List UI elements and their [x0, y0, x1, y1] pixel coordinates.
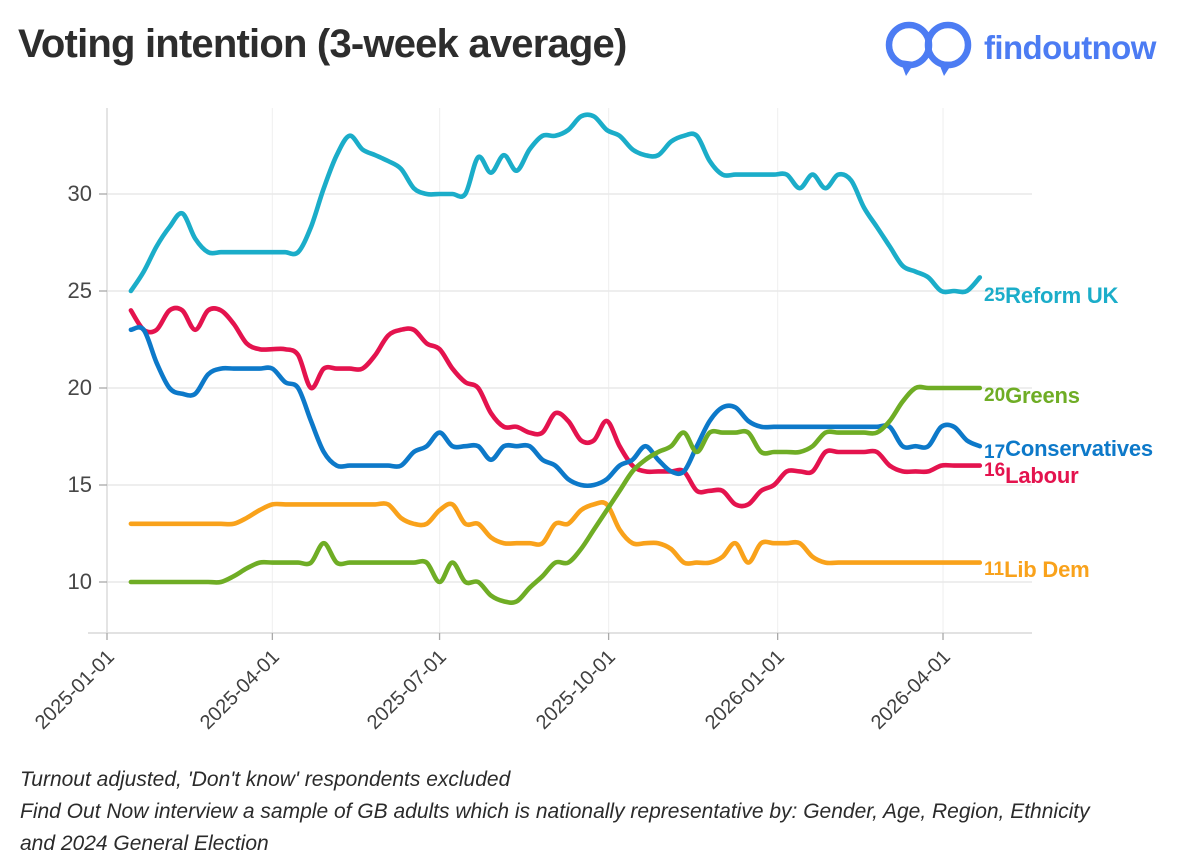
series-line-reform-uk [128, 112, 983, 295]
y-axis-tick-label: 15 [67, 472, 92, 497]
chart-footnote: Turnout adjusted, 'Don't know' responden… [20, 764, 1090, 860]
brand-name: findoutnow [984, 29, 1156, 66]
series-name-label: Labour [1005, 463, 1079, 488]
y-axis-tick-label: 10 [67, 569, 92, 594]
page-title: Voting intention (3-week average) [18, 22, 627, 66]
series-line-conservatives [128, 325, 983, 489]
footnote-line: Turnout adjusted, 'Don't know' responden… [20, 768, 511, 791]
series-end-label-lib-dem: 11 Lib Dem [984, 555, 1090, 585]
series-end-label-reform-uk: 25 Reform UK [984, 281, 1118, 311]
series-end-label-conservatives: 17 Conservatives [984, 434, 1153, 464]
y-axis-tick-label: 30 [67, 181, 92, 206]
chart-series-lines [128, 112, 983, 605]
series-name-label: Conservatives [1005, 436, 1153, 461]
series-line-lib-dem [128, 500, 983, 566]
footnote-line: and 2024 General Election [20, 832, 269, 855]
series-end-value: 11 [984, 559, 1005, 580]
series-end-value: 25 [984, 285, 1006, 306]
series-end-value: 20 [984, 385, 1006, 406]
series-name-label: Reform UK [1005, 283, 1119, 308]
chart-axes [88, 108, 1032, 640]
series-end-value: 17 [984, 442, 1006, 463]
voting-intention-chart [88, 108, 1032, 640]
series-line-labour [128, 305, 983, 509]
series-end-label-greens: 20 Greens [984, 381, 1080, 411]
footnote-line: Find Out Now interview a sample of GB ad… [20, 800, 1090, 823]
series-end-value: 16 [984, 460, 1006, 481]
y-axis-tick-label: 25 [67, 278, 92, 303]
findoutnow-logo: findoutnow [880, 12, 1200, 86]
series-name-label: Lib Dem [1004, 557, 1090, 582]
series-name-label: Greens [1005, 383, 1080, 408]
series-line-greens [128, 384, 983, 605]
series-end-label-labour: 16 Labour [984, 456, 1079, 488]
logo-bubbles-icon [885, 21, 972, 76]
y-axis-tick-label: 20 [67, 375, 92, 400]
